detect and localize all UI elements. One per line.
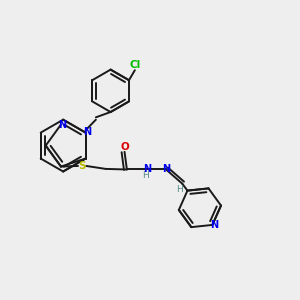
Text: N: N [83,127,91,137]
Text: H: H [142,171,148,180]
Text: H: H [176,185,183,194]
Text: N: N [58,120,66,130]
Text: N: N [210,220,218,230]
Text: N: N [162,164,170,174]
Text: S: S [78,161,86,171]
Text: N: N [143,164,151,174]
Text: Cl: Cl [130,60,141,70]
Text: O: O [121,142,129,152]
